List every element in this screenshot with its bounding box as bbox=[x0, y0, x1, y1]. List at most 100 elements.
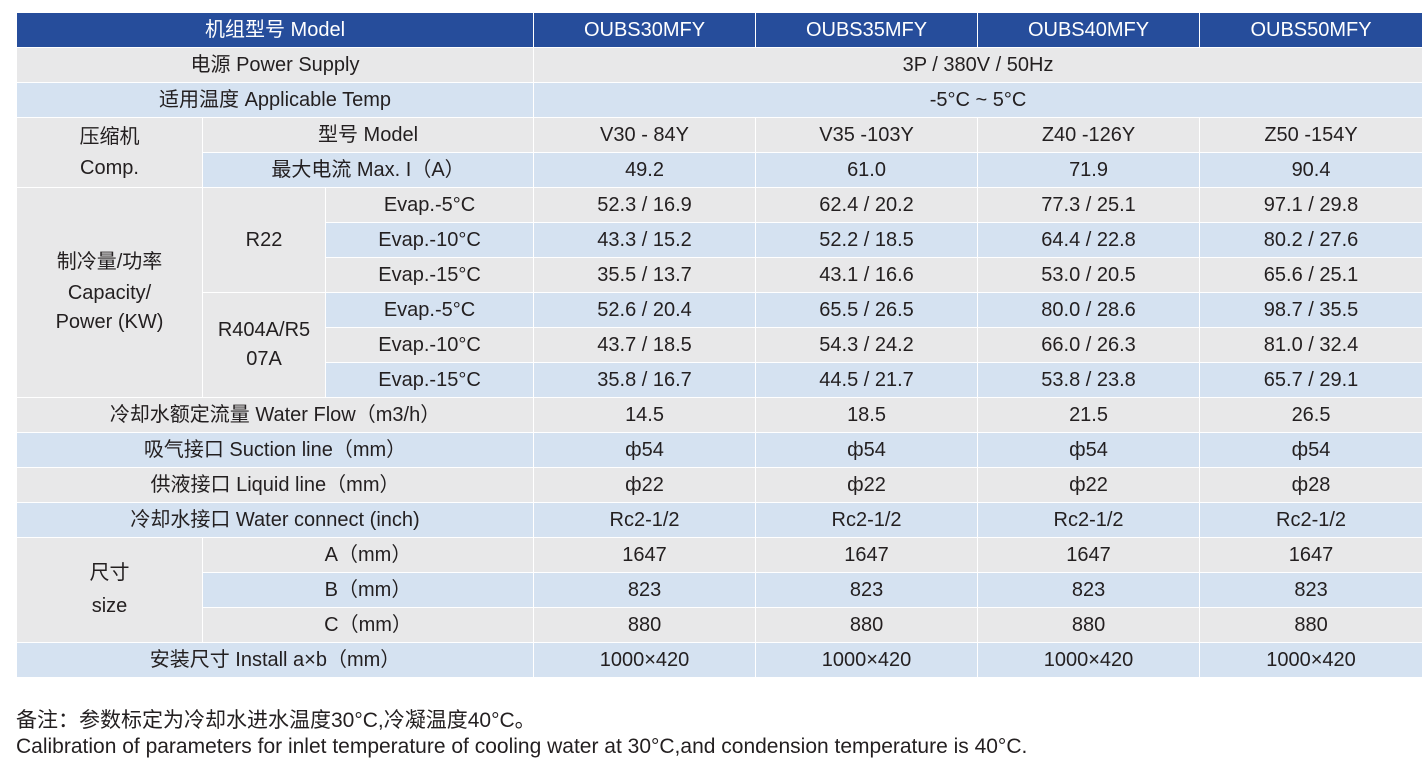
max-current-value: 61.0 bbox=[755, 152, 979, 188]
spec-table: 机组型号 Model OUBS30MFY OUBS35MFY OUBS40MFY… bbox=[15, 12, 1424, 678]
size-value: 880 bbox=[533, 607, 757, 643]
size-value: 823 bbox=[755, 572, 979, 608]
capacity-row: 制冷量/功率 Capacity/ Power (KW) R22 Evap.-5°… bbox=[16, 187, 1424, 398]
install-value: 1000×420 bbox=[755, 642, 979, 678]
capacity-value: 43.7 / 18.5 bbox=[533, 327, 757, 363]
capacity-value: 80.0 / 28.6 bbox=[977, 292, 1201, 328]
water-connect-label: 冷却水接口 Water connect (inch) bbox=[15, 502, 535, 538]
compressor-model-label: 型号 Model bbox=[201, 117, 535, 153]
applicable-temp-row: 适用温度 Applicable Temp -5°C ~ 5°C bbox=[15, 82, 1424, 118]
header-model-3: OUBS40MFY bbox=[977, 12, 1201, 48]
capacity-value: 43.1 / 16.6 bbox=[755, 257, 979, 293]
size-value: 823 bbox=[1199, 572, 1424, 608]
water-flow-value: 26.5 bbox=[1199, 397, 1424, 433]
capacity-value: 43.3 / 15.2 bbox=[533, 222, 757, 258]
evap-label: Evap.-15°C bbox=[324, 257, 535, 293]
refrigerant-name: R22 bbox=[245, 228, 283, 251]
suction-line-row: 吸气接口 Suction line（mm） ф54 ф54 ф54 ф54 bbox=[15, 432, 1424, 468]
size-value: 823 bbox=[977, 572, 1201, 608]
install-value: 1000×420 bbox=[977, 642, 1201, 678]
size-group-label: 尺寸 size bbox=[16, 537, 203, 643]
capacity-value: 80.2 / 27.6 bbox=[1199, 222, 1424, 258]
evap-label: Evap.-10°C bbox=[324, 327, 535, 363]
applicable-temp-value: -5°C ~ 5°C bbox=[533, 82, 1424, 118]
capacity-value: 65.7 / 29.1 bbox=[1199, 362, 1424, 398]
refrigerant-r22-label: R22 bbox=[202, 187, 326, 293]
liquid-line-value: ф22 bbox=[533, 467, 757, 503]
header-model-label: 机组型号 Model bbox=[15, 12, 535, 48]
install-label: 安装尺寸 Install a×b（mm） bbox=[15, 642, 535, 678]
capacity-value: 35.8 / 16.7 bbox=[533, 362, 757, 398]
refrigerant-name: 07A bbox=[246, 348, 282, 370]
suction-line-value: ф54 bbox=[533, 432, 757, 468]
capacity-value: 62.4 / 20.2 bbox=[755, 187, 979, 223]
max-current-value: 71.9 bbox=[977, 152, 1201, 188]
capacity-label-en2: Power (KW) bbox=[55, 311, 164, 333]
capacity-value: 64.4 / 22.8 bbox=[977, 222, 1201, 258]
water-connect-value: Rc2-1/2 bbox=[977, 502, 1201, 538]
water-connect-value: Rc2-1/2 bbox=[1199, 502, 1424, 538]
compressor-model-value: V30 - 84Y bbox=[533, 117, 757, 153]
applicable-temp-label: 适用温度 Applicable Temp bbox=[15, 82, 535, 118]
refrigerant-r404a-label: R404A/R5 07A bbox=[202, 292, 326, 398]
evap-label: Evap.-15°C bbox=[324, 362, 535, 398]
capacity-value: 53.8 / 23.8 bbox=[977, 362, 1201, 398]
size-dim-label: C（mm） bbox=[201, 607, 535, 643]
size-value: 880 bbox=[1199, 607, 1424, 643]
note-cn: 备注：参数标定为冷却水进水温度30°C,冷凝温度40°C。 bbox=[16, 709, 536, 732]
size-value: 823 bbox=[533, 572, 757, 608]
capacity-value: 81.0 / 32.4 bbox=[1199, 327, 1424, 363]
capacity-value: 77.3 / 25.1 bbox=[977, 187, 1201, 223]
compressor-label-cn: 压缩机 bbox=[79, 125, 140, 148]
water-connect-row: 冷却水接口 Water connect (inch) Rc2-1/2 Rc2-1… bbox=[15, 502, 1424, 538]
water-flow-row: 冷却水额定流量 Water Flow（m3/h） 14.5 18.5 21.5 … bbox=[15, 397, 1424, 433]
capacity-value: 65.6 / 25.1 bbox=[1199, 257, 1424, 293]
capacity-row: Evap.-10°C 43.7 / 18.5 54.3 / 24.2 66.0 … bbox=[17, 327, 1424, 363]
header-model-1: OUBS30MFY bbox=[533, 12, 757, 48]
water-flow-label: 冷却水额定流量 Water Flow（m3/h） bbox=[15, 397, 535, 433]
liquid-line-value: ф22 bbox=[977, 467, 1201, 503]
water-connect-value: Rc2-1/2 bbox=[755, 502, 979, 538]
size-label-cn: 尺寸 bbox=[89, 562, 130, 584]
evap-label: Evap.-10°C bbox=[324, 222, 535, 258]
water-flow-value: 14.5 bbox=[533, 397, 757, 433]
power-supply-label: 电源 Power Supply bbox=[15, 47, 535, 83]
capacity-value: 97.1 / 29.8 bbox=[1199, 187, 1424, 223]
compressor-model-row: 压缩机 Comp. 型号 Model V30 - 84Y V35 -103Y Z… bbox=[16, 117, 1424, 188]
capacity-value: 52.2 / 18.5 bbox=[755, 222, 979, 258]
max-current-row: 最大电流 Max. I（A） 49.2 61.0 71.9 90.4 bbox=[17, 152, 1424, 188]
compressor-model-value: V35 -103Y bbox=[755, 117, 979, 153]
capacity-value: 65.5 / 26.5 bbox=[755, 292, 979, 328]
suction-line-label: 吸气接口 Suction line（mm） bbox=[15, 432, 535, 468]
size-label-en: size bbox=[91, 595, 128, 617]
suction-line-value: ф54 bbox=[977, 432, 1201, 468]
liquid-line-value: ф22 bbox=[755, 467, 979, 503]
capacity-value: 54.3 / 24.2 bbox=[755, 327, 979, 363]
capacity-value: 53.0 / 20.5 bbox=[977, 257, 1201, 293]
evap-label: Evap.-5°C bbox=[324, 292, 535, 328]
capacity-row: Evap.-10°C 43.3 / 15.2 52.2 / 18.5 64.4 … bbox=[17, 222, 1424, 258]
size-dim-label: A（mm） bbox=[201, 537, 535, 573]
capacity-value: 52.6 / 20.4 bbox=[533, 292, 757, 328]
size-dim-label: B（mm） bbox=[201, 572, 535, 608]
size-row: 尺寸 size A（mm） 1647 1647 1647 1647 bbox=[16, 537, 1424, 643]
header-model-2: OUBS35MFY bbox=[755, 12, 979, 48]
max-current-value: 90.4 bbox=[1199, 152, 1424, 188]
compressor-model-value: Z50 -154Y bbox=[1199, 117, 1424, 153]
compressor-label-en: Comp. bbox=[80, 156, 139, 179]
liquid-line-value: ф28 bbox=[1199, 467, 1424, 503]
evap-label: Evap.-5°C bbox=[324, 187, 535, 223]
capacity-row: R404A/R5 07A Evap.-5°C 52.6 / 20.4 65.5 … bbox=[17, 292, 1424, 398]
install-value: 1000×420 bbox=[533, 642, 757, 678]
install-value: 1000×420 bbox=[1199, 642, 1424, 678]
liquid-line-label: 供液接口 Liquid line（mm） bbox=[15, 467, 535, 503]
water-flow-value: 21.5 bbox=[977, 397, 1201, 433]
header-row: 机组型号 Model OUBS30MFY OUBS35MFY OUBS40MFY… bbox=[15, 12, 1424, 48]
capacity-value: 44.5 / 21.7 bbox=[755, 362, 979, 398]
capacity-group-label: 制冷量/功率 Capacity/ Power (KW) bbox=[16, 187, 203, 398]
power-supply-value: 3P / 380V / 50Hz bbox=[533, 47, 1424, 83]
capacity-label-cn: 制冷量/功率 bbox=[56, 251, 163, 273]
power-supply-row: 电源 Power Supply 3P / 380V / 50Hz bbox=[15, 47, 1424, 83]
size-value: 1647 bbox=[755, 537, 979, 573]
compressor-model-value: Z40 -126Y bbox=[977, 117, 1201, 153]
